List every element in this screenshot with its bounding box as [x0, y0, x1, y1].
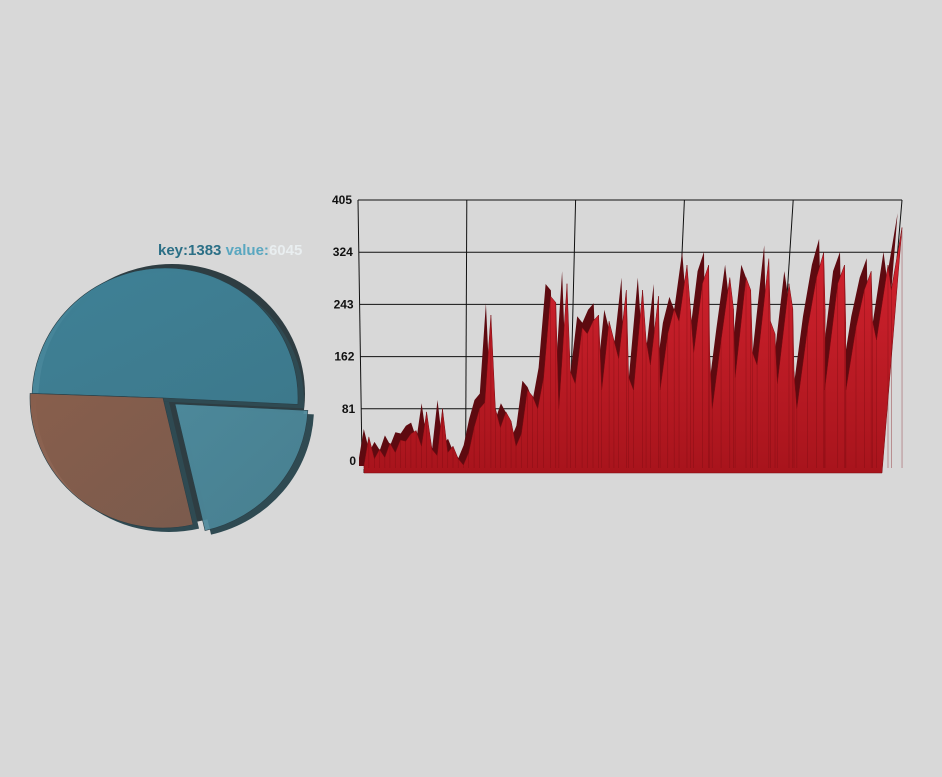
pie-label-value-value: 6045 — [269, 242, 302, 259]
y-tick-label: 162 — [334, 350, 354, 364]
pie-slice[interactable] — [174, 403, 309, 531]
y-tick-label: 0 — [349, 454, 356, 468]
pie-label-key-value: 1383 — [188, 242, 221, 259]
grid-line-vertical — [465, 199, 468, 462]
y-tick-label: 243 — [334, 297, 354, 311]
grid-line-vertical — [357, 199, 363, 462]
area-chart: 0 81 162 243 324 405 — [332, 193, 903, 474]
pie-slice[interactable] — [29, 393, 194, 529]
y-tick-label: 405 — [332, 193, 352, 207]
y-tick-label: 81 — [342, 402, 356, 416]
y-tick-label: 324 — [333, 245, 353, 259]
pie-slice[interactable] — [31, 267, 299, 405]
pie-hover-label: key:1383 value:6045 — [158, 242, 302, 259]
pie-label-value-text: value: — [221, 242, 269, 259]
pie-chart — [29, 264, 314, 535]
pie-label-key-text: key: — [158, 242, 188, 259]
